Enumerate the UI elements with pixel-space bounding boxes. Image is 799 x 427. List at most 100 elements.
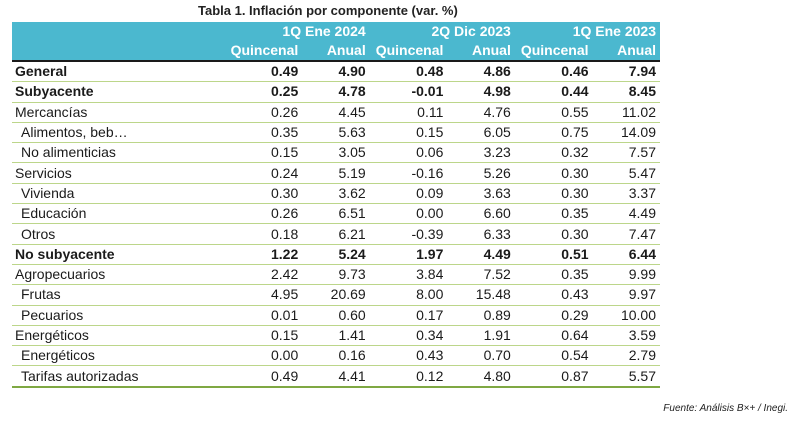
cell-anual: 1.41: [302, 325, 370, 347]
cell-quincenal: 0.15: [224, 325, 303, 347]
cell-quincenal: 0.11: [369, 102, 448, 123]
cell-quincenal: 1.22: [224, 244, 303, 265]
cell-anual: 3.62: [302, 183, 370, 205]
cell-anual: 4.78: [302, 81, 370, 103]
cell-anual: 4.76: [447, 102, 515, 123]
cell-anual: 3.59: [592, 325, 660, 347]
cell-anual: 6.21: [302, 223, 370, 245]
cell-anual: 3.23: [447, 142, 515, 164]
header-quincenal: Quincenal: [514, 41, 593, 62]
cell-quincenal: 0.87: [514, 365, 593, 388]
cell-anual: 9.97: [592, 284, 660, 306]
cell-anual: 3.05: [302, 142, 370, 164]
cell-quincenal: 0.43: [369, 345, 448, 367]
cell-anual: 4.86: [447, 61, 515, 83]
cell-quincenal: 0.51: [514, 244, 593, 265]
cell-anual: 1.91: [447, 325, 515, 347]
header-anual: Anual: [592, 41, 660, 62]
cell-quincenal: 0.06: [369, 142, 448, 164]
cell-quincenal: 0.34: [369, 325, 448, 347]
header-quincenal: Quincenal: [369, 41, 448, 62]
row-label: Subyacente: [12, 81, 225, 103]
cell-anual: 5.47: [592, 162, 660, 184]
row-label: Pecuarios: [12, 305, 225, 326]
cell-quincenal: 0.30: [514, 223, 593, 245]
cell-anual: 4.90: [302, 61, 370, 83]
table-row: General 0.49 4.90 0.48 4.86 0.46 7.94: [12, 61, 660, 83]
cell-anual: 4.49: [592, 203, 660, 225]
cell-quincenal: 0.25: [224, 81, 303, 103]
cell-quincenal: 0.44: [514, 81, 593, 103]
row-label: Mercancías: [12, 102, 225, 123]
source-note: Fuente: Análisis B×+ / Inegi.: [663, 403, 788, 414]
header-period-2q-dic-2023: 2Q Dic 2023: [369, 22, 515, 41]
cell-anual: 10.00: [592, 305, 660, 326]
cell-anual: 20.69: [302, 284, 370, 306]
cell-anual: 4.45: [302, 102, 370, 123]
cell-anual: 4.41: [302, 365, 370, 388]
cell-quincenal: 0.12: [369, 365, 448, 388]
cell-quincenal: -0.16: [369, 162, 448, 184]
row-label: General: [12, 61, 225, 83]
cell-anual: 4.80: [447, 365, 515, 388]
cell-quincenal: 0.48: [369, 61, 448, 83]
table-row: Otros 0.18 6.21 -0.39 6.33 0.30 7.47: [12, 223, 660, 245]
cell-quincenal: 4.95: [224, 284, 303, 306]
cell-anual: 5.57: [592, 365, 660, 388]
cell-quincenal: 0.75: [514, 122, 593, 144]
cell-quincenal: 0.26: [224, 102, 303, 123]
row-label: No subyacente: [12, 244, 225, 265]
row-label: Agropecuarios: [12, 264, 225, 286]
cell-quincenal: 0.15: [369, 122, 448, 144]
cell-quincenal: 0.64: [514, 325, 593, 347]
cell-anual: 6.51: [302, 203, 370, 225]
cell-quincenal: 0.24: [224, 162, 303, 184]
table-row: Tarifas autorizadas 0.49 4.41 0.12 4.80 0.87 5…: [12, 365, 660, 388]
cell-anual: 3.37: [592, 183, 660, 205]
cell-quincenal: -0.01: [369, 81, 448, 103]
table-row: Vivienda 0.30 3.62 0.09 3.63 0.30 3.37: [12, 183, 660, 205]
cell-quincenal: 0.35: [514, 203, 593, 225]
row-label: Energéticos: [12, 325, 225, 347]
table-row: Educación 0.26 6.51 0.00 6.60 0.35 4.49: [12, 203, 660, 225]
cell-anual: 5.26: [447, 162, 515, 184]
cell-anual: 11.02: [592, 102, 660, 123]
cell-quincenal: 0.30: [514, 183, 593, 205]
row-label: Vivienda: [12, 183, 225, 205]
cell-quincenal: 0.46: [514, 61, 593, 83]
inflation-table: 1Q Ene 2024 2Q Dic 2023 1Q Ene 2023 Quin…: [12, 22, 660, 388]
table-row: No subyacente 1.22 5.24 1.97 4.49 0.51 6.44: [12, 244, 660, 265]
table-row: Energéticos 0.00 0.16 0.43 0.70 0.54 2.79: [12, 345, 660, 367]
cell-anual: 2.79: [592, 345, 660, 367]
row-label: Servicios: [12, 162, 225, 184]
row-label: Tarifas autorizadas: [12, 365, 225, 388]
cell-anual: 7.47: [592, 223, 660, 245]
row-label: Educación: [12, 203, 225, 225]
cell-quincenal: 0.17: [369, 305, 448, 326]
row-label: No alimenticias: [12, 142, 225, 164]
header-row-periods: 1Q Ene 2024 2Q Dic 2023 1Q Ene 2023: [12, 22, 660, 41]
table-row: No alimenticias 0.15 3.05 0.06 3.23 0.32 7.57: [12, 142, 660, 164]
cell-quincenal: 0.00: [369, 203, 448, 225]
row-label: Frutas: [12, 284, 225, 306]
table-row: Mercancías 0.26 4.45 0.11 4.76 0.55 11.02: [12, 102, 660, 123]
table-row: Alimentos, beb… 0.35 5.63 0.15 6.05 0.75 14.09: [12, 122, 660, 144]
cell-quincenal: 0.35: [224, 122, 303, 144]
cell-anual: 14.09: [592, 122, 660, 144]
cell-quincenal: 3.84: [369, 264, 448, 286]
row-label: Otros: [12, 223, 225, 245]
table-body: General 0.49 4.90 0.48 4.86 0.46 7.94 Subyacent…: [12, 61, 660, 388]
cell-quincenal: 0.26: [224, 203, 303, 225]
table-row: Energéticos 0.15 1.41 0.34 1.91 0.64 3.59: [12, 325, 660, 347]
header-blank-cell: [12, 22, 225, 41]
cell-quincenal: 0.35: [514, 264, 593, 286]
header-period-1q-ene-2024: 1Q Ene 2024: [224, 22, 370, 41]
cell-anual: 6.33: [447, 223, 515, 245]
cell-quincenal: 1.97: [369, 244, 448, 265]
cell-anual: 4.98: [447, 81, 515, 103]
cell-quincenal: 0.49: [224, 365, 303, 388]
cell-quincenal: 8.00: [369, 284, 448, 306]
cell-anual: 5.24: [302, 244, 370, 265]
header-quincenal: Quincenal: [224, 41, 303, 62]
header-row-measures: Quincenal Anual Quincenal Anual Quincena…: [12, 41, 660, 62]
